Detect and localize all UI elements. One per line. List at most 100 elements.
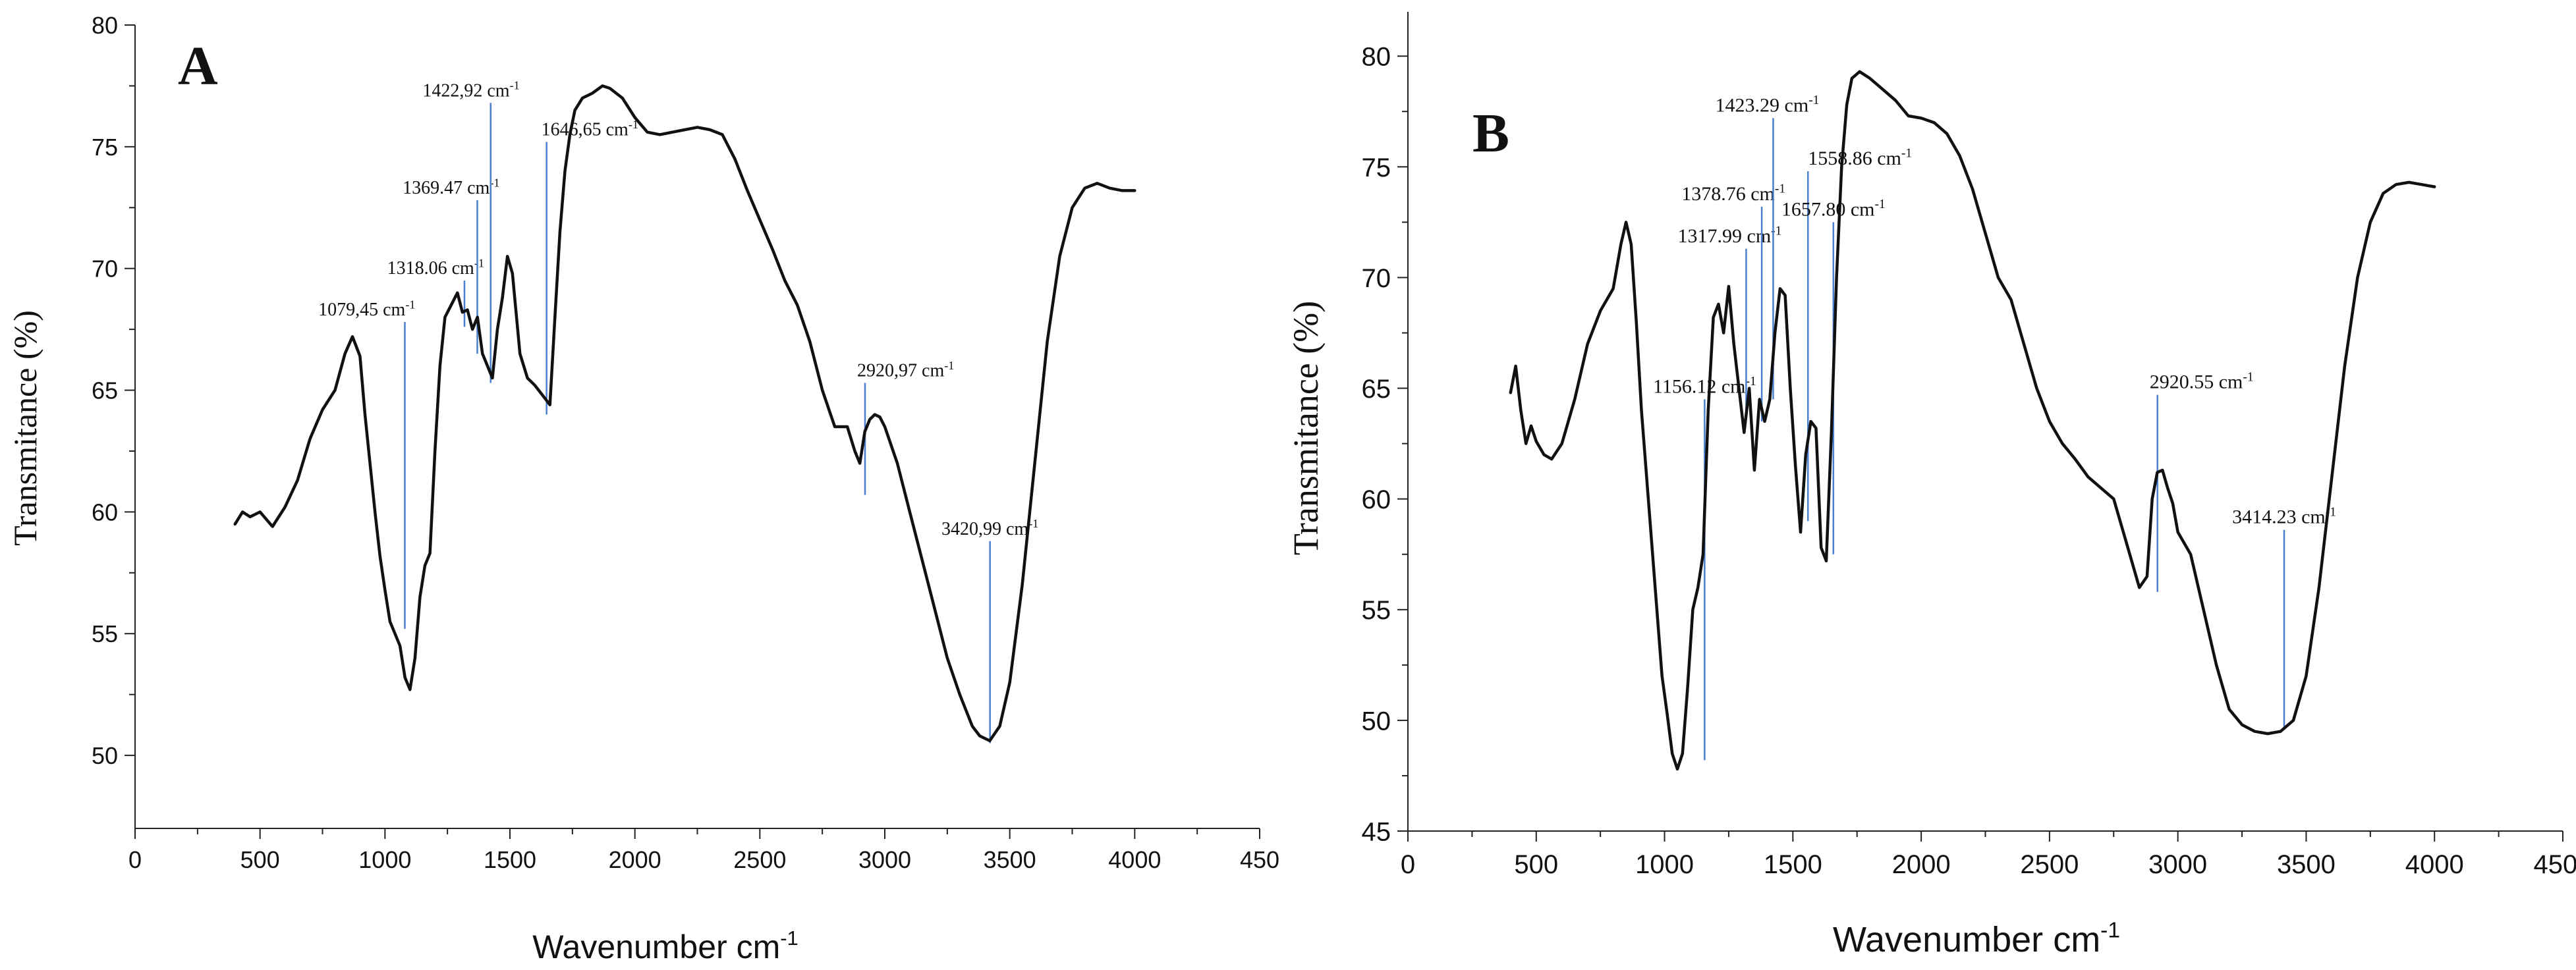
peak-label-unit: cm: [1722, 375, 1746, 397]
peak-label-gap: [1779, 94, 1785, 116]
peak-label-sup: -1: [1028, 517, 1038, 530]
x-tick-label: 3000: [2148, 850, 2207, 879]
peak-label-unit: cm: [2219, 371, 2243, 393]
x-tick-label: 450: [1240, 846, 1279, 873]
y-tick-label: 65: [92, 377, 118, 404]
peak-label-gap: [1746, 183, 1751, 205]
peak-label: 1423.29 cm-1: [1716, 94, 1820, 116]
peak-label: 3414.23 cm-1: [2232, 505, 2336, 527]
x-axis-title-sup: -1: [2100, 918, 2120, 942]
x-axis-title-text: Wavenumber: [532, 929, 727, 965]
peak-label-gap: [1845, 198, 1851, 220]
y-tick-label: 75: [1362, 153, 1391, 182]
peak-label-unit: cm: [1750, 183, 1775, 205]
peak-label-sup: -1: [1808, 94, 1819, 107]
peak-label: 1369.47 cm-1: [403, 176, 499, 199]
peak-label-sup: -1: [1746, 375, 1756, 389]
x-tick-label: 2500: [733, 846, 786, 873]
x-tick-label: 1500: [484, 846, 536, 873]
x-axis-title-unit: cm: [737, 929, 781, 965]
peak-label-unit: cm: [1006, 519, 1028, 539]
peak-label-unit: cm: [452, 258, 474, 279]
peak-label-value: 3414.23: [2232, 506, 2297, 528]
peak-label-gap: [1716, 375, 1722, 397]
peak-label-sup: -1: [510, 79, 520, 92]
peak-label-sup: -1: [1775, 182, 1785, 196]
peak-label-value: 1657.80: [1781, 198, 1846, 220]
peak-label-value: 1423.29: [1716, 94, 1780, 116]
spectrum-line: [233, 84, 1136, 743]
x-tick-label: 3500: [2277, 850, 2336, 879]
x-tick-label: 1000: [358, 846, 411, 873]
peak-label-gap: [378, 300, 383, 320]
peak-label-sup: -1: [490, 176, 499, 190]
peak-label-value: 3420,99: [941, 519, 1001, 539]
peak-label-gap: [462, 178, 467, 198]
x-tick-label: 3000: [858, 846, 911, 873]
x-tick-label: 0: [128, 846, 142, 873]
peak-label-gap: [2214, 371, 2219, 393]
panel-label: A: [178, 36, 218, 97]
peak-label-gap: [917, 360, 922, 381]
x-tick-label: 1500: [1764, 850, 1822, 879]
x-tick-label: 500: [1514, 850, 1558, 879]
peak-label-sup: -1: [405, 298, 415, 311]
peak-label-unit: cm: [922, 360, 944, 381]
x-tick-label: 4500: [2534, 850, 2576, 879]
peak-label-gap: [602, 119, 606, 140]
peak-label-unit: cm: [606, 119, 629, 140]
peak-label: 2920,97 cm-1: [857, 359, 954, 381]
chart-panel-a: 0 500 1000 1500 2000 2500 3000 3500 4000 450 50 55 6…: [7, 12, 1279, 965]
peak-label-value: 1156.12: [1653, 375, 1716, 397]
peak-label: 1657.80 cm-1: [1781, 198, 1886, 220]
peak-label: 1422,92 cm-1: [422, 79, 519, 101]
chart-panel-b: 0 500 1000 1500 2000 2500 3000 3500 4000 4500 45 50…: [1286, 12, 2576, 959]
peak-label-value: 2920,97: [857, 360, 917, 381]
peak-label-sup: -1: [1901, 147, 1912, 161]
y-tick-label: 45: [1362, 817, 1391, 846]
x-tick-label: 4000: [2405, 850, 2464, 879]
peak-label-unit: cm: [2301, 506, 2326, 528]
y-tick-label: 50: [1362, 707, 1391, 736]
peak-label-value: 1422,92: [422, 80, 482, 101]
peak-label-value: 1369.47: [403, 178, 462, 198]
x-axis-title-sup: -1: [780, 927, 798, 950]
y-tick-label: 65: [1362, 375, 1391, 404]
peak-label: 1317.99 cm-1: [1678, 224, 1782, 246]
peak-label-sup: -1: [629, 118, 638, 131]
peak-label-value: 1318.06: [387, 258, 447, 279]
peak-label: 1318.06 cm-1: [387, 257, 484, 279]
x-tick-label: 3500: [984, 846, 1036, 873]
x-axis-title-gap: [727, 929, 737, 965]
x-tick-label: 0: [1401, 850, 1415, 879]
y-tick-label: 80: [1362, 43, 1391, 72]
x-axis-title-gap: [2043, 920, 2053, 959]
peak-label: 1156.12 cm-1: [1653, 375, 1756, 397]
peak-label-sup: -1: [944, 359, 954, 372]
peak-label: 2920.55 cm-1: [2150, 370, 2254, 392]
y-tick-label: 55: [1362, 596, 1391, 625]
y-axis-title: Transmitance (%): [7, 310, 43, 546]
peak-label: 1646,65 cm-1: [542, 118, 638, 140]
x-tick-label: 2500: [2020, 850, 2079, 879]
peak-label-sup: -1: [474, 257, 484, 270]
y-tick-label: 80: [92, 12, 118, 39]
y-tick-label: 55: [92, 620, 118, 647]
peak-label-unit: cm: [383, 300, 405, 320]
y-tick-label: 60: [92, 498, 118, 525]
y-tick-label: 70: [1362, 264, 1391, 293]
peak-label-value: 1079,45: [318, 300, 378, 320]
x-tick-label: 500: [240, 846, 280, 873]
peak-label: 1378.76 cm-1: [1681, 182, 1785, 204]
y-axis-title: Transmitance (%): [1286, 301, 1326, 555]
peak-label-gap: [447, 258, 452, 279]
peak-label-sup: -1: [1875, 198, 1886, 211]
peak-label: 1079,45 cm-1: [318, 298, 415, 320]
peak-label-gap: [2297, 506, 2302, 528]
peak-label-gap: [482, 80, 487, 101]
x-axis-title-unit: cm: [2053, 920, 2100, 959]
peak-label-value: 1378.76: [1681, 183, 1746, 205]
peak-label-unit: cm: [1877, 148, 1901, 169]
peak-label-value: 1558.86: [1808, 148, 1872, 169]
